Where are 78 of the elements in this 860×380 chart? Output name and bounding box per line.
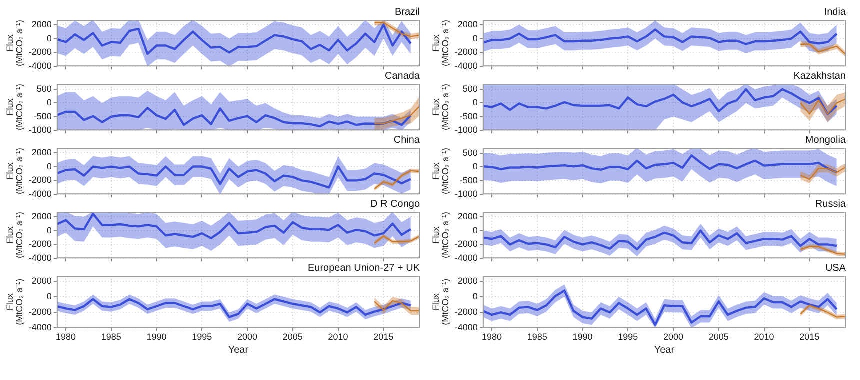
y-tick-label: -4000	[28, 189, 52, 200]
y-tick-label: 2000	[458, 211, 478, 222]
chart-title: Russia	[815, 198, 846, 210]
chart-title: D R Congo	[370, 198, 420, 210]
y-tick-label: -4000	[28, 322, 52, 333]
x-tick-label: 2000	[664, 332, 684, 342]
chart-title: India	[824, 6, 846, 18]
x-tick-label: 1980	[482, 332, 502, 342]
y-tick-label: -4000	[454, 322, 478, 333]
x-tick-label: 1995	[192, 332, 212, 342]
y-axis-title: Flux (MtCO₂ a⁻¹)	[5, 148, 25, 195]
y-tick-label: -1000	[28, 125, 52, 136]
y-axis-title: Flux (MtCO₂ a⁻¹)	[5, 20, 25, 67]
y-tick-label: 2000	[32, 147, 52, 158]
y-tick-label: 0	[46, 292, 52, 302]
y-tick-label: 0	[472, 225, 478, 236]
y-tick-label: 0	[46, 98, 52, 108]
x-tick-label: 1985	[527, 332, 548, 342]
y-tick-label: -2000	[28, 175, 52, 186]
y-tick-label: 0	[472, 292, 478, 302]
y-tick-label: 500	[462, 148, 478, 158]
y-tick-label: -4000	[454, 253, 478, 264]
y-tick-label: -4000	[28, 61, 52, 72]
y-tick-label: -500	[34, 111, 52, 122]
y-tick-label: -1000	[454, 189, 478, 200]
y-axis-title: Flux (MtCO₂ a⁻¹)	[431, 212, 451, 259]
chart-title: Brazil	[394, 6, 420, 18]
x-tick-label: 2010	[328, 332, 348, 342]
chart-title: Canada	[384, 70, 420, 82]
y-tick-label: 2000	[32, 211, 52, 222]
y-axis-title: Flux (MtCO₂ a⁻¹)	[5, 212, 25, 259]
y-tick-label: 2000	[458, 276, 478, 286]
x-tick-label: 2005	[282, 332, 303, 342]
x-axis-title: Year	[654, 344, 676, 356]
y-tick-label: -4000	[28, 253, 52, 264]
chart-title: European Union-27 + UK	[308, 262, 420, 274]
y-tick-label: 2000	[32, 19, 52, 30]
y-tick-label: -2000	[28, 239, 52, 250]
y-tick-label: 0	[46, 225, 52, 236]
y-tick-label: -2000	[454, 307, 478, 318]
x-tick-label: 1985	[101, 332, 122, 342]
y-tick-label: 0	[46, 161, 52, 172]
y-axis-title: Flux (MtCO₂ a⁻¹)	[5, 84, 25, 131]
y-axis-title: Flux (MtCO₂ a⁻¹)	[431, 148, 451, 195]
y-axis-title: Flux (MtCO₂ a⁻¹)	[5, 278, 25, 326]
chart-title: China	[394, 134, 420, 146]
y-axis-title: Flux (MtCO₂ a⁻¹)	[431, 278, 451, 326]
y-tick-label: -1000	[454, 125, 478, 136]
y-tick-label: -500	[460, 175, 478, 186]
y-tick-label: 0	[472, 33, 478, 44]
y-axis-title: Flux (MtCO₂ a⁻¹)	[431, 20, 451, 67]
y-tick-label: -500	[460, 111, 478, 122]
y-tick-label: 0	[46, 33, 52, 44]
y-tick-label: -2000	[28, 47, 52, 58]
chart-title: Kazakhstan	[794, 70, 846, 82]
x-tick-label: 2000	[238, 332, 258, 342]
y-tick-label: 0	[472, 98, 478, 108]
chart-title: USA	[825, 262, 846, 274]
y-tick-label: 2000	[458, 19, 478, 30]
x-tick-label: 1990	[572, 332, 593, 342]
x-tick-label: 2005	[708, 332, 729, 342]
y-tick-label: 500	[36, 84, 52, 94]
x-tick-label: 1990	[146, 332, 167, 342]
x-tick-label: 2015	[374, 332, 394, 342]
x-tick-label: 1995	[618, 332, 638, 342]
x-tick-label: 2010	[754, 332, 774, 342]
x-tick-label: 2015	[800, 332, 820, 342]
x-axis-title: Year	[228, 344, 250, 356]
y-tick-label: -2000	[454, 47, 478, 58]
y-axis-title: Flux (MtCO₂ a⁻¹)	[431, 84, 451, 131]
y-tick-label: 0	[472, 162, 478, 172]
x-tick-label: 1980	[56, 332, 76, 342]
y-tick-label: -4000	[454, 61, 478, 72]
y-tick-label: 2000	[32, 276, 52, 286]
y-tick-label: -2000	[454, 239, 478, 250]
chart-title: Mongolia	[805, 134, 846, 146]
y-tick-label: -2000	[28, 307, 52, 318]
y-tick-label: 500	[462, 84, 478, 94]
